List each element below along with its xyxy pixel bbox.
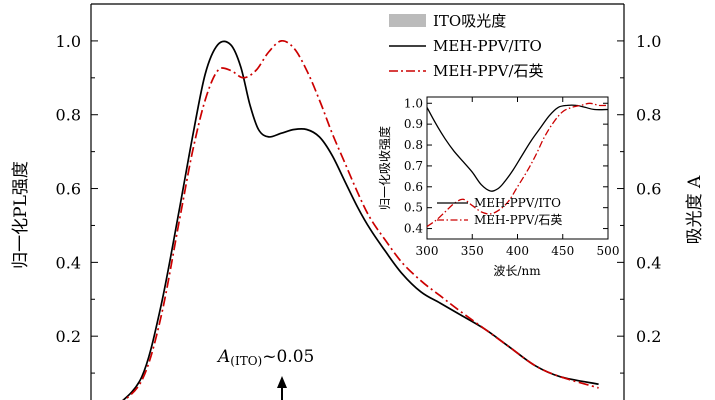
ito-absorbance-annotation: A(ITO)~0.05 <box>216 347 314 400</box>
main-y-tick-label-left: 1.0 <box>56 32 81 51</box>
annotation-main: A <box>216 347 230 367</box>
annotation-sub: (ITO) <box>230 354 262 368</box>
main-y-tick-label-right: 0.6 <box>636 180 661 199</box>
legend-swatch-ito-absorbance <box>389 14 426 27</box>
main-legend: ITO吸光度 MEH-PPV/ITO MEH-PPV/石英 <box>389 12 544 80</box>
main-y-tick-label-right: 0.2 <box>636 327 661 346</box>
inset-y-tick-label: 0.8 <box>404 138 423 152</box>
inset-y-tick-label: 0.7 <box>404 159 423 173</box>
inset-legend: MEH-PPV/ITO MEH-PPV/石英 <box>437 196 562 227</box>
inset-series-line-ito <box>426 104 609 192</box>
inset-x-tick-label: 350 <box>461 244 484 258</box>
main-y-tick-label-left: 0.8 <box>56 106 81 125</box>
inset-x-tick-label: 400 <box>506 244 529 258</box>
inset-x-tick-label: 300 <box>416 244 439 258</box>
inset-plot: 300 350 400 450 500 0.4 0.5 0.6 0.7 0.8 0.9 1.0 波长/… <box>377 96 619 278</box>
inset-y-tick-label: 0.6 <box>404 180 423 194</box>
main-y-tick-label-left: 0.2 <box>56 327 81 346</box>
inset-x-tick-label: 450 <box>551 244 574 258</box>
inset-y-tick-label: 0.4 <box>404 222 423 236</box>
main-y-tick-label-right: 0.4 <box>636 253 661 272</box>
main-series-group <box>122 39 599 400</box>
inset-series-line-quartz <box>426 102 609 228</box>
inset-y-axis-title: 归一化吸收强度 <box>377 126 392 210</box>
legend-label-meh-ppv-quartz: MEH-PPV/石英 <box>433 62 544 80</box>
main-y-tick-label-left: 0.4 <box>56 253 81 272</box>
main-y-tick-label-left: 0.6 <box>56 180 81 199</box>
legend-label-ito-absorbance: ITO吸光度 <box>433 12 506 30</box>
inset-legend-label-ito: MEH-PPV/ITO <box>474 196 561 210</box>
annotation-rest: ~0.05 <box>262 347 314 367</box>
inset-frame <box>426 96 609 240</box>
legend-label-meh-ppv-ito: MEH-PPV/ITO <box>433 37 542 55</box>
y-axis-title-left: 归一化PL强度 <box>11 161 31 269</box>
inset-x-axis-title: 波长/nm <box>493 264 541 278</box>
annotation-arrow-head <box>277 376 287 388</box>
inset-y-tick-label: 0.9 <box>404 117 423 131</box>
inset-y-tick-label: 1.0 <box>404 96 423 110</box>
inset-series-group <box>426 102 609 228</box>
main-y-tick-label-right: 1.0 <box>636 32 661 51</box>
series-line-meh-ppv-ito <box>122 40 599 400</box>
main-plot-area <box>90 3 625 400</box>
main-y-ticks: 0.2 0.2 0.4 0.4 0.6 0.6 0.8 0.8 1.0 1.0 <box>56 3 661 374</box>
inset-y-tick-label: 0.5 <box>404 201 423 215</box>
y-axis-title-right: 吸光度 A <box>685 175 705 244</box>
inset-x-tick-label: 500 <box>597 244 620 258</box>
inset-legend-label-quartz: MEH-PPV/石英 <box>474 213 562 227</box>
main-y-tick-label-right: 0.8 <box>636 106 661 125</box>
annotation-text: A(ITO)~0.05 <box>216 347 314 368</box>
inset-ticks: 300 350 400 450 500 0.4 0.5 0.6 0.7 0.8 0.9 1.0 <box>404 96 620 258</box>
